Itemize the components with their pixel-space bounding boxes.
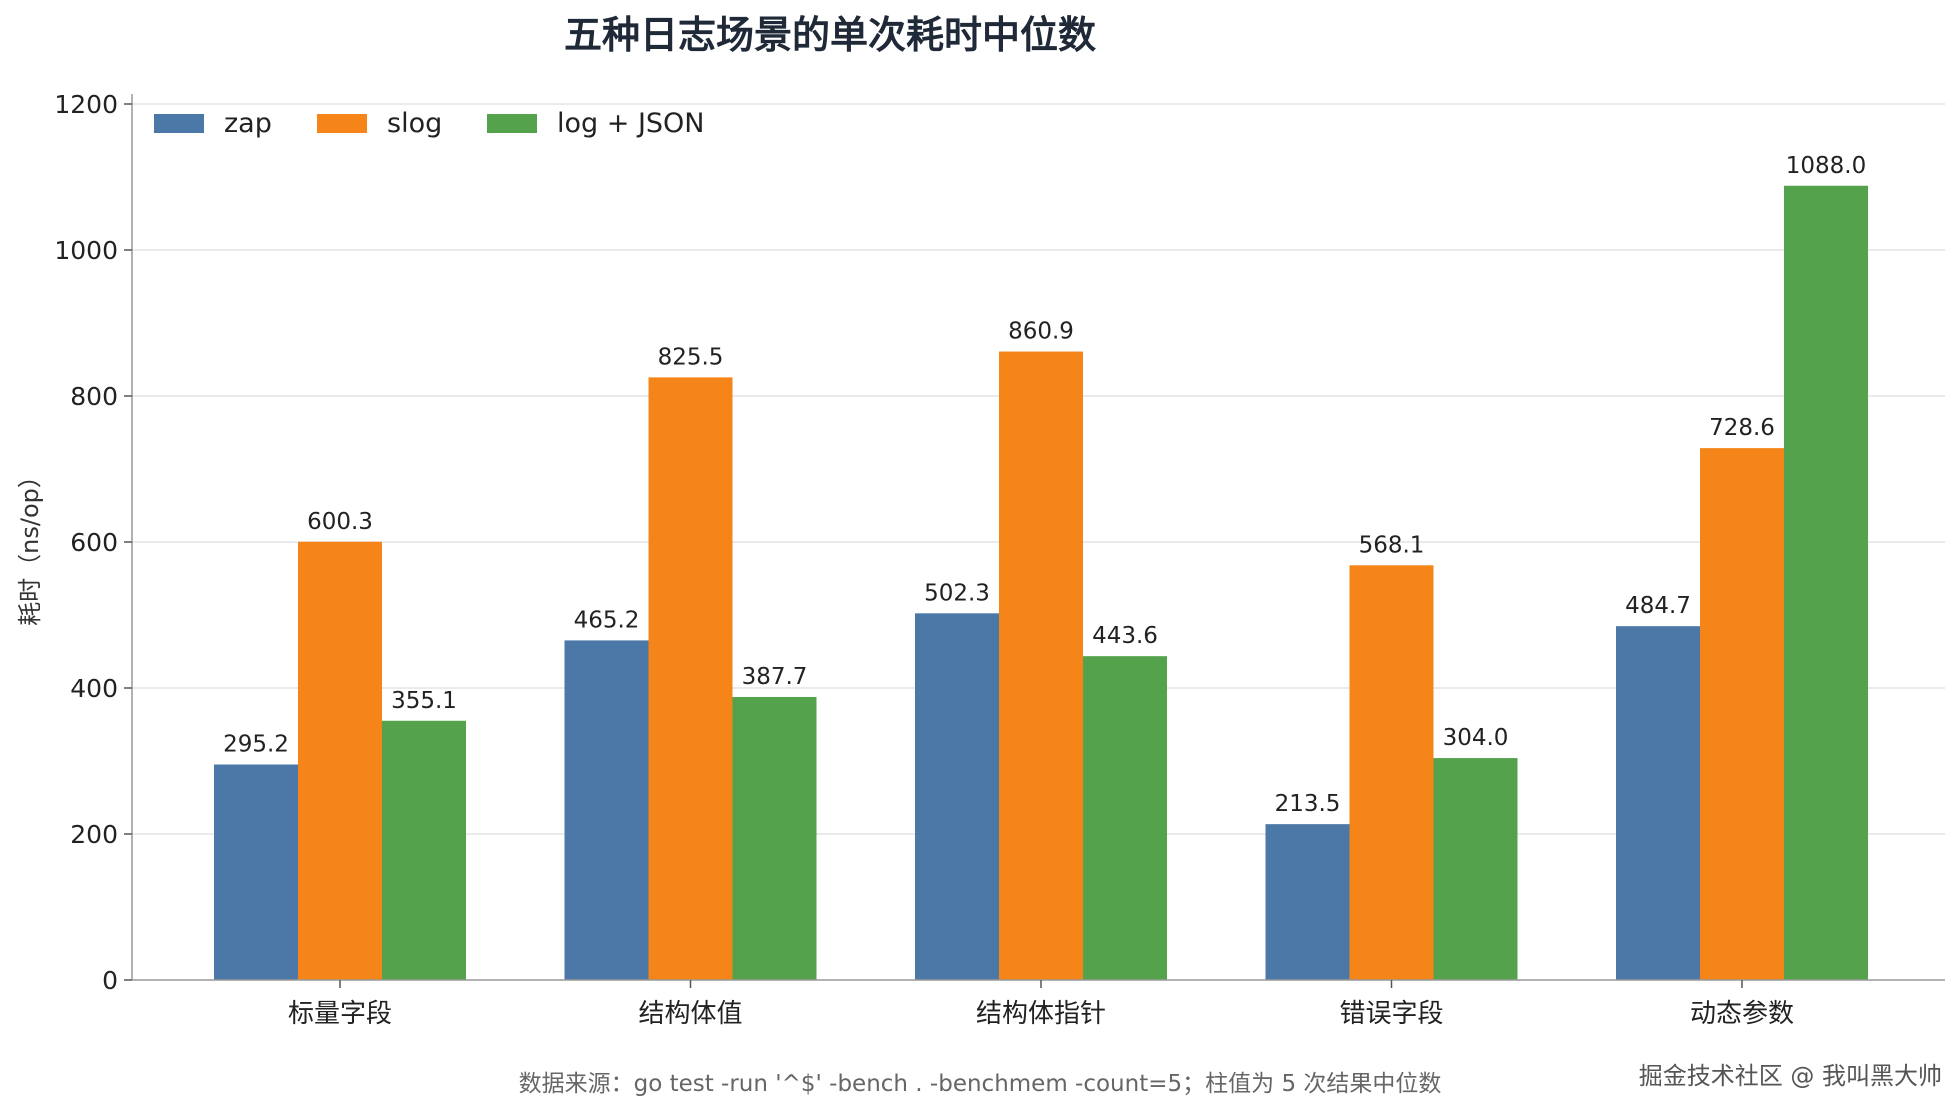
y-axis-label: 耗时（ns/op） [16, 464, 44, 626]
bar-log-json-2 [1083, 656, 1167, 980]
data-label: 304.0 [1443, 725, 1509, 751]
legend: zap slog log + JSON [154, 108, 705, 139]
axes [131, 94, 1945, 981]
legend-entry: slog [387, 108, 442, 139]
data-label: 355.1 [391, 688, 457, 714]
data-label: 295.2 [223, 732, 289, 758]
x-tick-labels: 标量字段 结构体值 结构体指针 错误字段 动态参数 [288, 980, 1794, 1029]
bar-zap-3 [1265, 824, 1350, 980]
bar-log-json-0 [382, 720, 466, 980]
bar-slog-4 [1700, 448, 1784, 980]
legend-entry: log + JSON [557, 108, 705, 139]
bar-slog-2 [999, 351, 1083, 981]
bar-slog-0 [298, 541, 382, 980]
data-label: 213.5 [1275, 791, 1341, 817]
legend-entry: zap [224, 108, 272, 139]
y-tick-label: 600 [70, 528, 118, 557]
legend-swatch [487, 114, 537, 133]
bar-log-json-4 [1784, 185, 1868, 980]
bar-zap-4 [1616, 626, 1700, 980]
bars [214, 185, 1868, 981]
x-tick-label: 动态参数 [1690, 999, 1794, 1029]
y-tick-label: 0 [102, 966, 118, 995]
data-label: 465.2 [574, 607, 640, 633]
legend-swatch [317, 114, 367, 133]
data-label: 1088.0 [1786, 153, 1866, 179]
data-label: 568.1 [1359, 532, 1425, 558]
y-tick-label: 1000 [54, 236, 118, 265]
y-tick-label: 1200 [54, 90, 118, 119]
bar-slog-1 [648, 377, 733, 980]
footnote: 数据来源：go test -run '^$' -bench . -benchme… [519, 1071, 1442, 1097]
bar-zap-0 [214, 764, 298, 980]
bar-log-json-3 [1433, 758, 1518, 980]
data-label: 387.7 [742, 664, 808, 690]
data-label: 600.3 [307, 509, 373, 535]
chart-title: 五种日志场景的单次耗时中位数 [564, 13, 1096, 57]
value-labels: 295.2 600.3 355.1 465.2 825.5 387.7 502.3 860.9… [223, 153, 1866, 817]
y-tick-label: 400 [70, 674, 118, 703]
data-label: 860.9 [1008, 319, 1074, 345]
x-tick-label: 结构体指针 [976, 999, 1106, 1029]
watermark: 掘金技术社区 @ 我叫黑大帅 [1639, 1062, 1942, 1090]
x-tick-label: 标量字段 [288, 999, 392, 1029]
y-tick-label: 200 [70, 820, 118, 849]
data-label: 443.6 [1092, 623, 1158, 649]
bar-log-json-1 [732, 696, 817, 980]
y-tick-labels: 0 200 400 600 800 1000 1200 [54, 90, 132, 995]
data-label: 825.5 [658, 344, 724, 370]
x-tick-label: 错误字段 [1339, 999, 1443, 1029]
bar-zap-2 [915, 613, 999, 980]
legend-swatch [154, 114, 204, 133]
bar-zap-1 [564, 640, 649, 980]
x-tick-label: 结构体值 [638, 999, 742, 1029]
data-label: 728.6 [1709, 415, 1775, 441]
y-tick-label: 800 [70, 382, 118, 411]
data-label: 484.7 [1625, 593, 1691, 619]
data-label: 502.3 [924, 580, 990, 606]
bar-slog-3 [1349, 565, 1434, 980]
